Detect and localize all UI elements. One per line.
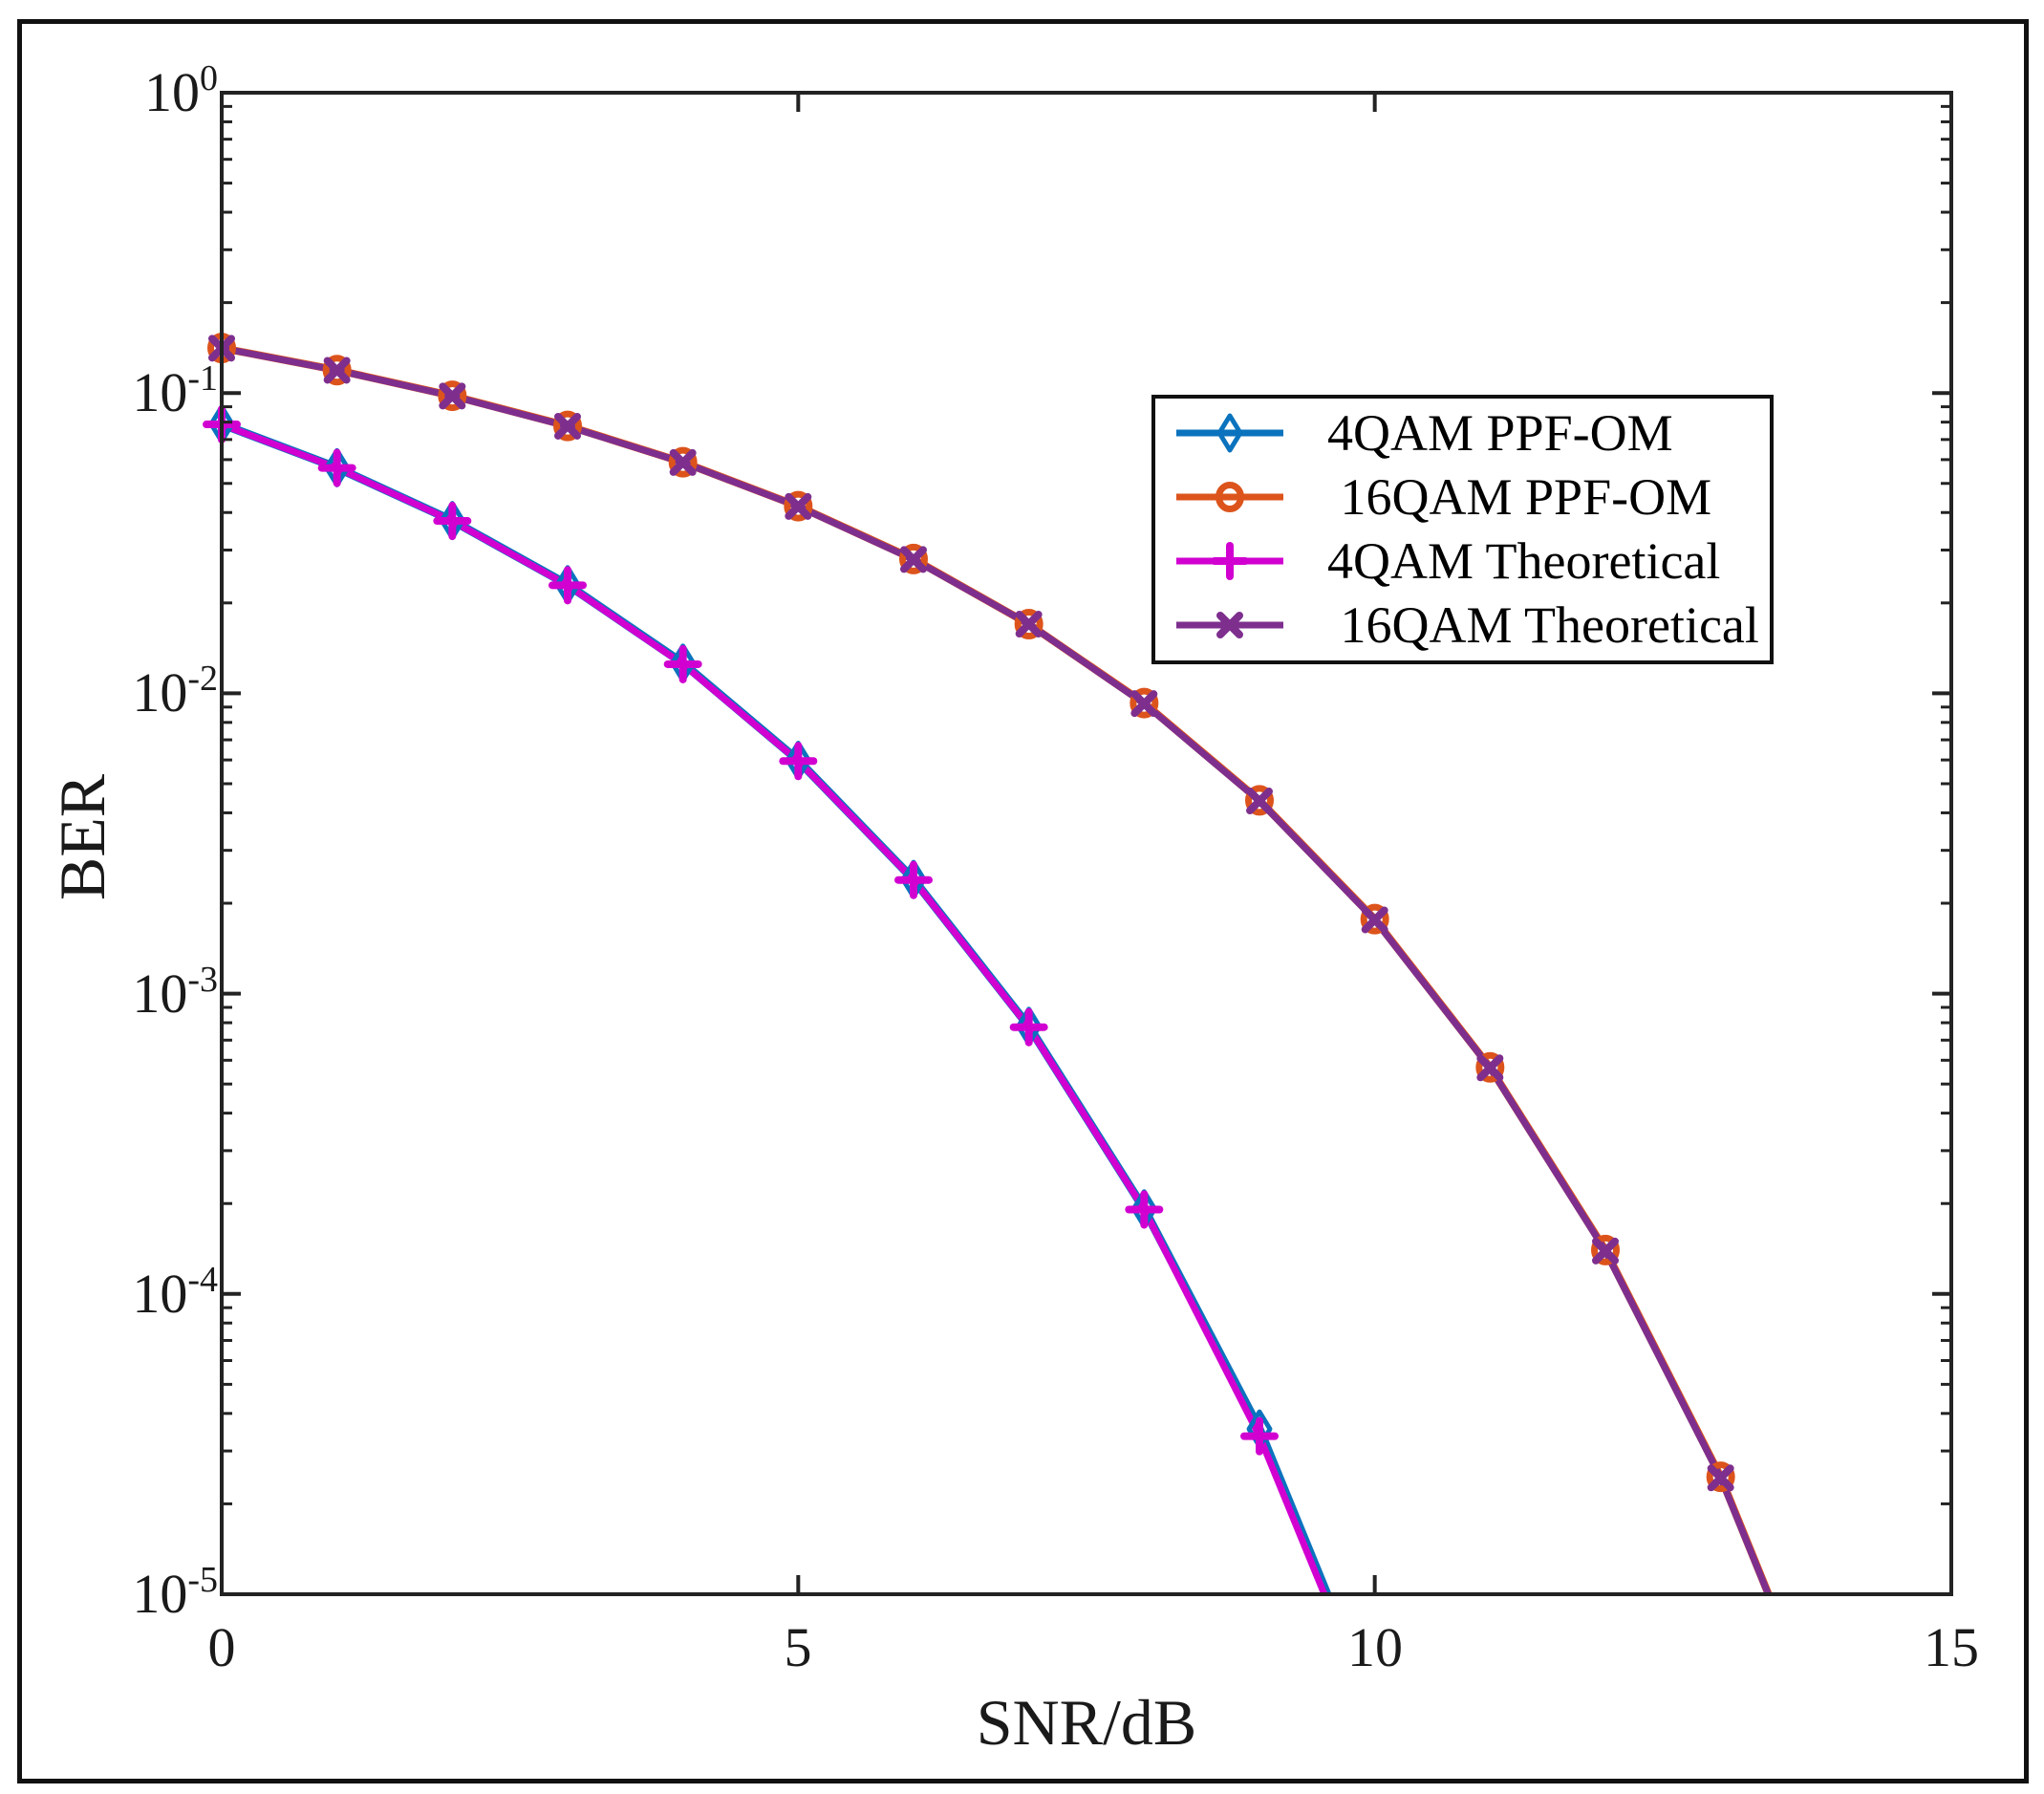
legend: 4QAM PPF-OM 16QAM PPF-OM 4QAM Theoretica…: [1151, 395, 1774, 664]
x-tick-label-10: 10: [1347, 1616, 1403, 1678]
y-tick-label-1e-3: 10-3: [132, 959, 218, 1025]
y-tick-label-1e-1: 10-1: [132, 357, 218, 423]
y-tick-label-1e-4: 10-4: [132, 1259, 218, 1325]
legend-label: 16QAM Theoretical: [1327, 596, 1759, 654]
legend-label: 16QAM PPF-OM: [1327, 468, 1712, 526]
y-tick-label-1e-2: 10-2: [132, 658, 218, 724]
legend-item-16qam-theoretical: 16QAM Theoretical: [1173, 594, 1770, 658]
x-tick-label-5: 5: [784, 1616, 812, 1678]
x-marker-icon: [1176, 612, 1283, 638]
y-tick-label-1e0: 100: [144, 57, 218, 123]
legend-label: 4QAM Theoretical: [1327, 532, 1721, 590]
plus-marker-icon: [1176, 542, 1283, 580]
x-tick-label-15: 15: [1924, 1616, 1979, 1678]
diamond-marker-icon: [1176, 413, 1283, 453]
legend-label: 4QAM PPF-OM: [1327, 404, 1673, 462]
legend-item-16qam-ppf-om: 16QAM PPF-OM: [1173, 465, 1770, 530]
legend-item-4qam-ppf-om: 4QAM PPF-OM: [1173, 401, 1770, 465]
figure-border: [17, 19, 2029, 1783]
y-tick-label-1e-5: 10-5: [132, 1559, 218, 1625]
circle-marker-icon: [1176, 482, 1283, 512]
x-axis-title: SNR/dB: [976, 1686, 1197, 1759]
x-tick-label-0: 0: [207, 1616, 236, 1678]
y-axis-title: BER: [46, 773, 118, 901]
legend-item-4qam-theoretical: 4QAM Theoretical: [1173, 530, 1770, 594]
